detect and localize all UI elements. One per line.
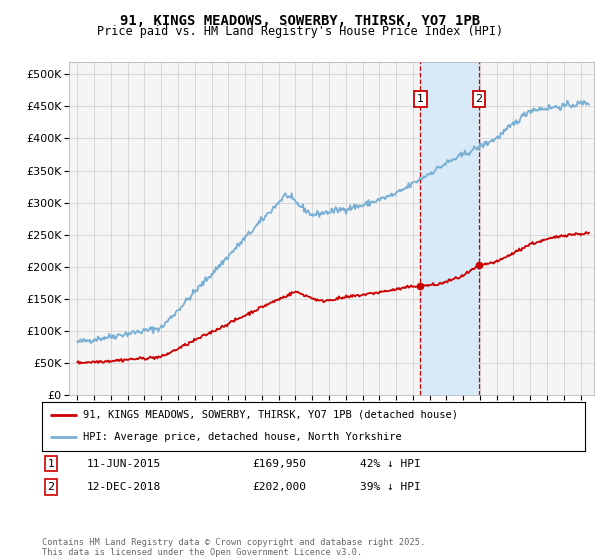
- Bar: [421, 62, 479, 395]
- Text: 42% ↓ HPI: 42% ↓ HPI: [360, 459, 421, 469]
- Text: 12-DEC-2018: 12-DEC-2018: [87, 482, 161, 492]
- Text: HPI: Average price, detached house, North Yorkshire: HPI: Average price, detached house, Nort…: [83, 432, 401, 442]
- Text: 91, KINGS MEADOWS, SOWERBY, THIRSK, YO7 1PB: 91, KINGS MEADOWS, SOWERBY, THIRSK, YO7 …: [120, 14, 480, 28]
- Text: Contains HM Land Registry data © Crown copyright and database right 2025.
This d: Contains HM Land Registry data © Crown c…: [42, 538, 425, 557]
- Text: 1: 1: [417, 94, 424, 104]
- Text: 91, KINGS MEADOWS, SOWERBY, THIRSK, YO7 1PB (detached house): 91, KINGS MEADOWS, SOWERBY, THIRSK, YO7 …: [83, 410, 458, 420]
- Text: 1: 1: [47, 459, 55, 469]
- Text: 11-JUN-2015: 11-JUN-2015: [87, 459, 161, 469]
- Text: 2: 2: [47, 482, 55, 492]
- Text: 39% ↓ HPI: 39% ↓ HPI: [360, 482, 421, 492]
- Text: 2: 2: [476, 94, 482, 104]
- Text: £202,000: £202,000: [252, 482, 306, 492]
- Text: £169,950: £169,950: [252, 459, 306, 469]
- Text: Price paid vs. HM Land Registry's House Price Index (HPI): Price paid vs. HM Land Registry's House …: [97, 25, 503, 38]
